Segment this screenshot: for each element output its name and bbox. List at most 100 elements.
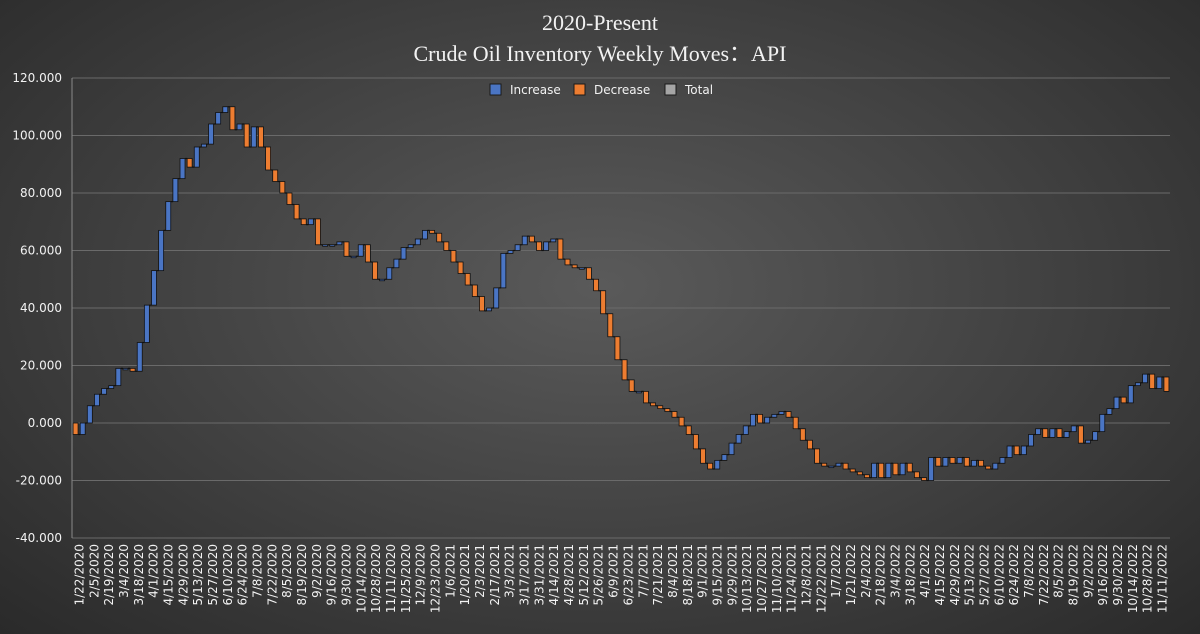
bar-increase (885, 462, 892, 479)
x-tick-label: 5/13/2020 (191, 544, 205, 606)
legend-swatch-increase (489, 83, 502, 96)
x-tick-label: 3/4/2022 (889, 544, 903, 598)
x-tick-label: 7/22/2020 (265, 544, 279, 606)
x-tick-label: 10/28/2020 (369, 544, 383, 613)
bar-increase (507, 250, 514, 254)
bar-increase (143, 304, 150, 343)
x-tick-label: 2/19/2020 (102, 544, 116, 606)
y-tick-label: 80.000 (20, 186, 62, 200)
bar-decrease (757, 413, 763, 424)
x-tick-label: 11/25/2020 (399, 544, 413, 613)
x-tick-label: 6/24/2020 (236, 544, 250, 606)
x-tick-label: 11/24/2021 (785, 544, 799, 613)
bar-increase (94, 393, 100, 407)
x-tick-label: 9/2/2022 (1081, 544, 1095, 598)
bar-decrease (528, 235, 535, 243)
bar-decrease (243, 123, 250, 148)
x-tick-label: 6/23/2021 (621, 544, 635, 606)
bar-decrease (785, 411, 792, 418)
bar-decrease (842, 462, 849, 470)
bar-increase (1113, 396, 1120, 410)
x-tick-label: 4/28/2021 (562, 544, 576, 606)
bar-increase (899, 462, 906, 476)
legend-swatch-decrease (573, 83, 586, 96)
bar-decrease (856, 471, 863, 476)
bar-decrease (707, 462, 714, 470)
x-tick-label: 8/19/2022 (1067, 544, 1081, 606)
bar-increase (115, 367, 122, 387)
bar-increase (322, 244, 328, 247)
bar-decrease (792, 416, 799, 430)
bar-decrease (614, 336, 621, 361)
x-tick-label: 11/11/2022 (1156, 544, 1170, 613)
bar-increase (1142, 373, 1148, 384)
bar-decrease (1163, 376, 1170, 392)
bar-decrease (949, 457, 956, 464)
bar-decrease (265, 146, 271, 171)
x-tick-label: 6/24/2022 (1007, 544, 1021, 606)
x-tick-label: 1/6/2021 (443, 544, 457, 598)
bar-increase (521, 235, 528, 246)
bar-decrease (450, 250, 457, 263)
bar-decrease (258, 126, 264, 148)
bar-increase (108, 385, 115, 389)
bar-increase (721, 454, 728, 461)
x-tick-label: 4/29/2022 (948, 544, 962, 606)
x-tick-label: 3/4/2020 (117, 544, 131, 598)
bar-decrease (807, 439, 813, 450)
bar-increase (956, 457, 963, 464)
bar-decrease (593, 278, 599, 292)
bar-decrease (464, 273, 471, 286)
x-tick-label: 5/13/2022 (963, 544, 977, 606)
bar-decrease (279, 181, 286, 194)
x-tick-label: 1/20/2021 (458, 544, 472, 606)
bars-layer (72, 106, 1170, 482)
bar-increase (336, 241, 343, 246)
bar-increase (357, 244, 364, 257)
x-tick-label: 4/1/2020 (147, 544, 161, 598)
x-tick-label: 7/8/2020 (250, 544, 264, 598)
bar-increase (79, 422, 86, 435)
bar-increase (1035, 428, 1041, 435)
bar-increase (493, 287, 500, 309)
x-tick-label: 2/3/2021 (473, 544, 487, 598)
x-tick-label: 12/9/2020 (414, 544, 428, 606)
bar-decrease (700, 448, 706, 464)
bar-decrease (229, 106, 236, 131)
x-tick-label: 5/27/2020 (206, 544, 220, 606)
bar-decrease (129, 367, 136, 372)
x-tick-label: 4/15/2022 (933, 544, 947, 606)
legend-label-increase: Increase (510, 83, 561, 97)
x-tick-label: 11/11/2020 (384, 544, 398, 613)
x-tick-label: 7/21/2021 (651, 544, 665, 606)
bar-decrease (692, 434, 699, 450)
bar-increase (400, 247, 407, 260)
bar-increase (414, 238, 421, 246)
bar-increase (422, 229, 428, 240)
bar-decrease (186, 158, 193, 168)
x-tick-label: 9/16/2022 (1096, 544, 1110, 606)
bar-decrease (1120, 396, 1127, 404)
x-tick-label: 12/22/2021 (814, 544, 828, 613)
bar-increase (1063, 431, 1070, 438)
bar-decrease (1149, 373, 1156, 389)
bar-decrease (293, 204, 300, 220)
bar-decrease (935, 457, 942, 467)
bar-increase (771, 413, 778, 418)
x-tick-label: 12/8/2021 (799, 544, 813, 606)
bar-increase (208, 123, 214, 145)
bar-increase (735, 434, 742, 444)
x-tick-label: 6/10/2020 (221, 544, 235, 606)
bar-decrease (571, 264, 578, 269)
bar-decrease (913, 471, 920, 479)
y-tick-label: 20.000 (20, 359, 62, 373)
x-tick-label: 3/18/2020 (132, 544, 146, 606)
bar-increase (1006, 445, 1013, 458)
axis-layer: 120.000 100.000 80.000 60.000 40.000 20.000 0.… (12, 71, 1169, 613)
bar-decrease (685, 425, 692, 435)
y-tick-label: 0.000 (28, 416, 62, 430)
bar-increase (165, 201, 172, 231)
bar-increase (379, 278, 386, 282)
bar-decrease (364, 244, 371, 263)
